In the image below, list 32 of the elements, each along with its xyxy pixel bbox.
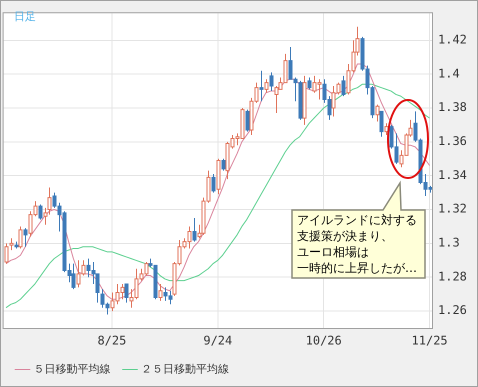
- x-tick-label: 10/26: [306, 333, 342, 348]
- legend-label: ５日移動平均線: [34, 362, 110, 376]
- x-tick-label: 11/25: [412, 333, 448, 348]
- y-tick-label: 1.26: [438, 303, 467, 318]
- candlestick: [302, 75, 306, 126]
- x-tick-label: 8/25: [97, 333, 126, 348]
- y-tick-label: 1.32: [438, 202, 467, 216]
- candlestick: [10, 238, 14, 251]
- annotation: 一時的に上昇したが…: [297, 260, 417, 276]
- legend-label: ２５日移動平均線: [141, 362, 229, 376]
- candlestick: [72, 263, 76, 290]
- y-tick-label: 1.34: [438, 168, 467, 182]
- candlestick: [380, 110, 384, 138]
- annotation: ユーロ相場は: [297, 244, 370, 260]
- candlestick: [260, 70, 264, 102]
- candlestick: [24, 228, 28, 248]
- candlestick: [376, 104, 380, 122]
- candlestick: [192, 217, 196, 242]
- y-tick-label: 1.42: [438, 32, 467, 46]
- x-tick-label: 9/24: [203, 333, 232, 348]
- annotation: アイルランドに対する: [297, 212, 417, 228]
- y-tick-label: 1.36: [438, 134, 467, 148]
- candlestick: [158, 283, 162, 302]
- annotation: 日足: [14, 9, 36, 24]
- y-tick-label: 1.4: [438, 66, 460, 80]
- y-tick-label: 1.38: [438, 100, 467, 114]
- candlestick: [308, 77, 312, 90]
- candlestick: [274, 85, 278, 114]
- annotation: 支援策が決まり、: [297, 228, 394, 244]
- candlestick: [124, 283, 128, 304]
- y-tick-label: 1.3: [438, 236, 460, 250]
- y-tick-label: 1.28: [438, 269, 467, 284]
